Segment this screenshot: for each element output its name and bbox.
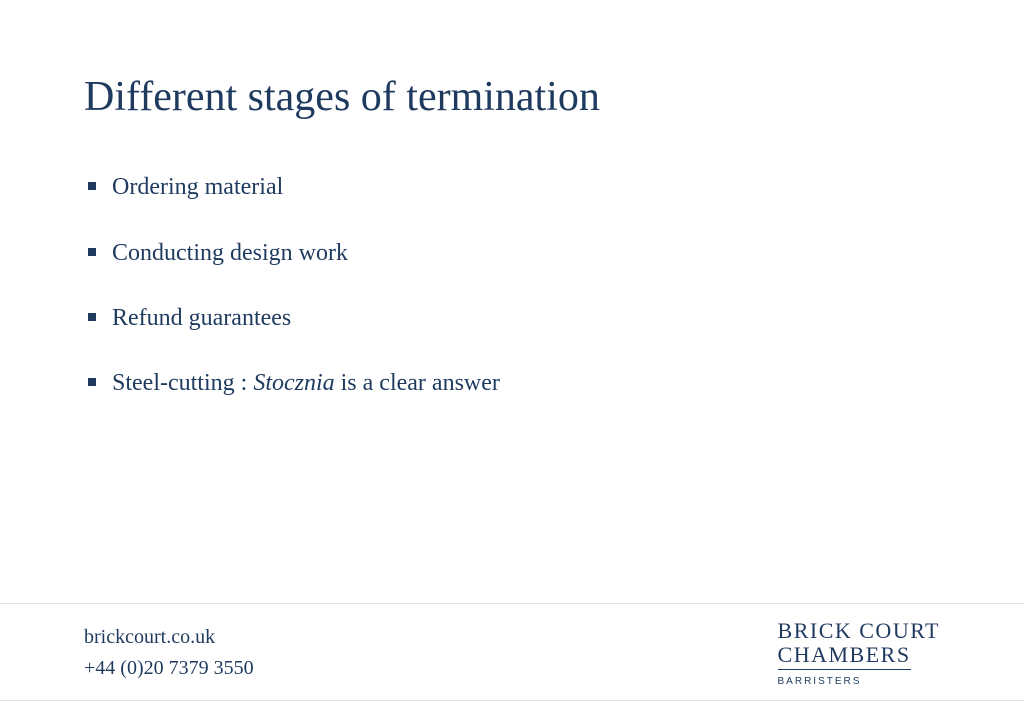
bullet-text-suffix: is a clear answer: [335, 370, 500, 396]
slide-title: Different stages of termination: [84, 72, 940, 122]
brand-line1: BRICK COURT: [778, 619, 940, 642]
footer-brand: BRICK COURT CHAMBERS BARRISTERS: [778, 619, 940, 686]
content-area: Different stages of termination Ordering…: [0, 0, 1024, 399]
bullet-list: Ordering material Conducting design work…: [84, 172, 940, 399]
brand-sub: BARRISTERS: [778, 676, 940, 687]
bullet-item: Conducting design work: [88, 238, 940, 269]
bullet-text-prefix: Steel-cutting :: [112, 370, 253, 396]
footer-website: brickcourt.co.uk: [84, 622, 254, 653]
bullet-item: Refund guarantees: [88, 303, 940, 334]
slide: Different stages of termination Ordering…: [0, 0, 1024, 709]
bullet-item: Ordering material: [88, 172, 940, 203]
footer-contact: brickcourt.co.uk +44 (0)20 7379 3550: [84, 622, 254, 684]
brand-line2: CHAMBERS: [778, 643, 911, 670]
footer: brickcourt.co.uk +44 (0)20 7379 3550 BRI…: [0, 603, 1024, 701]
footer-phone: +44 (0)20 7379 3550: [84, 653, 254, 684]
bullet-item: Steel-cutting : Stocznia is a clear answ…: [88, 368, 940, 399]
bullet-text-italic: Stocznia: [253, 370, 334, 396]
